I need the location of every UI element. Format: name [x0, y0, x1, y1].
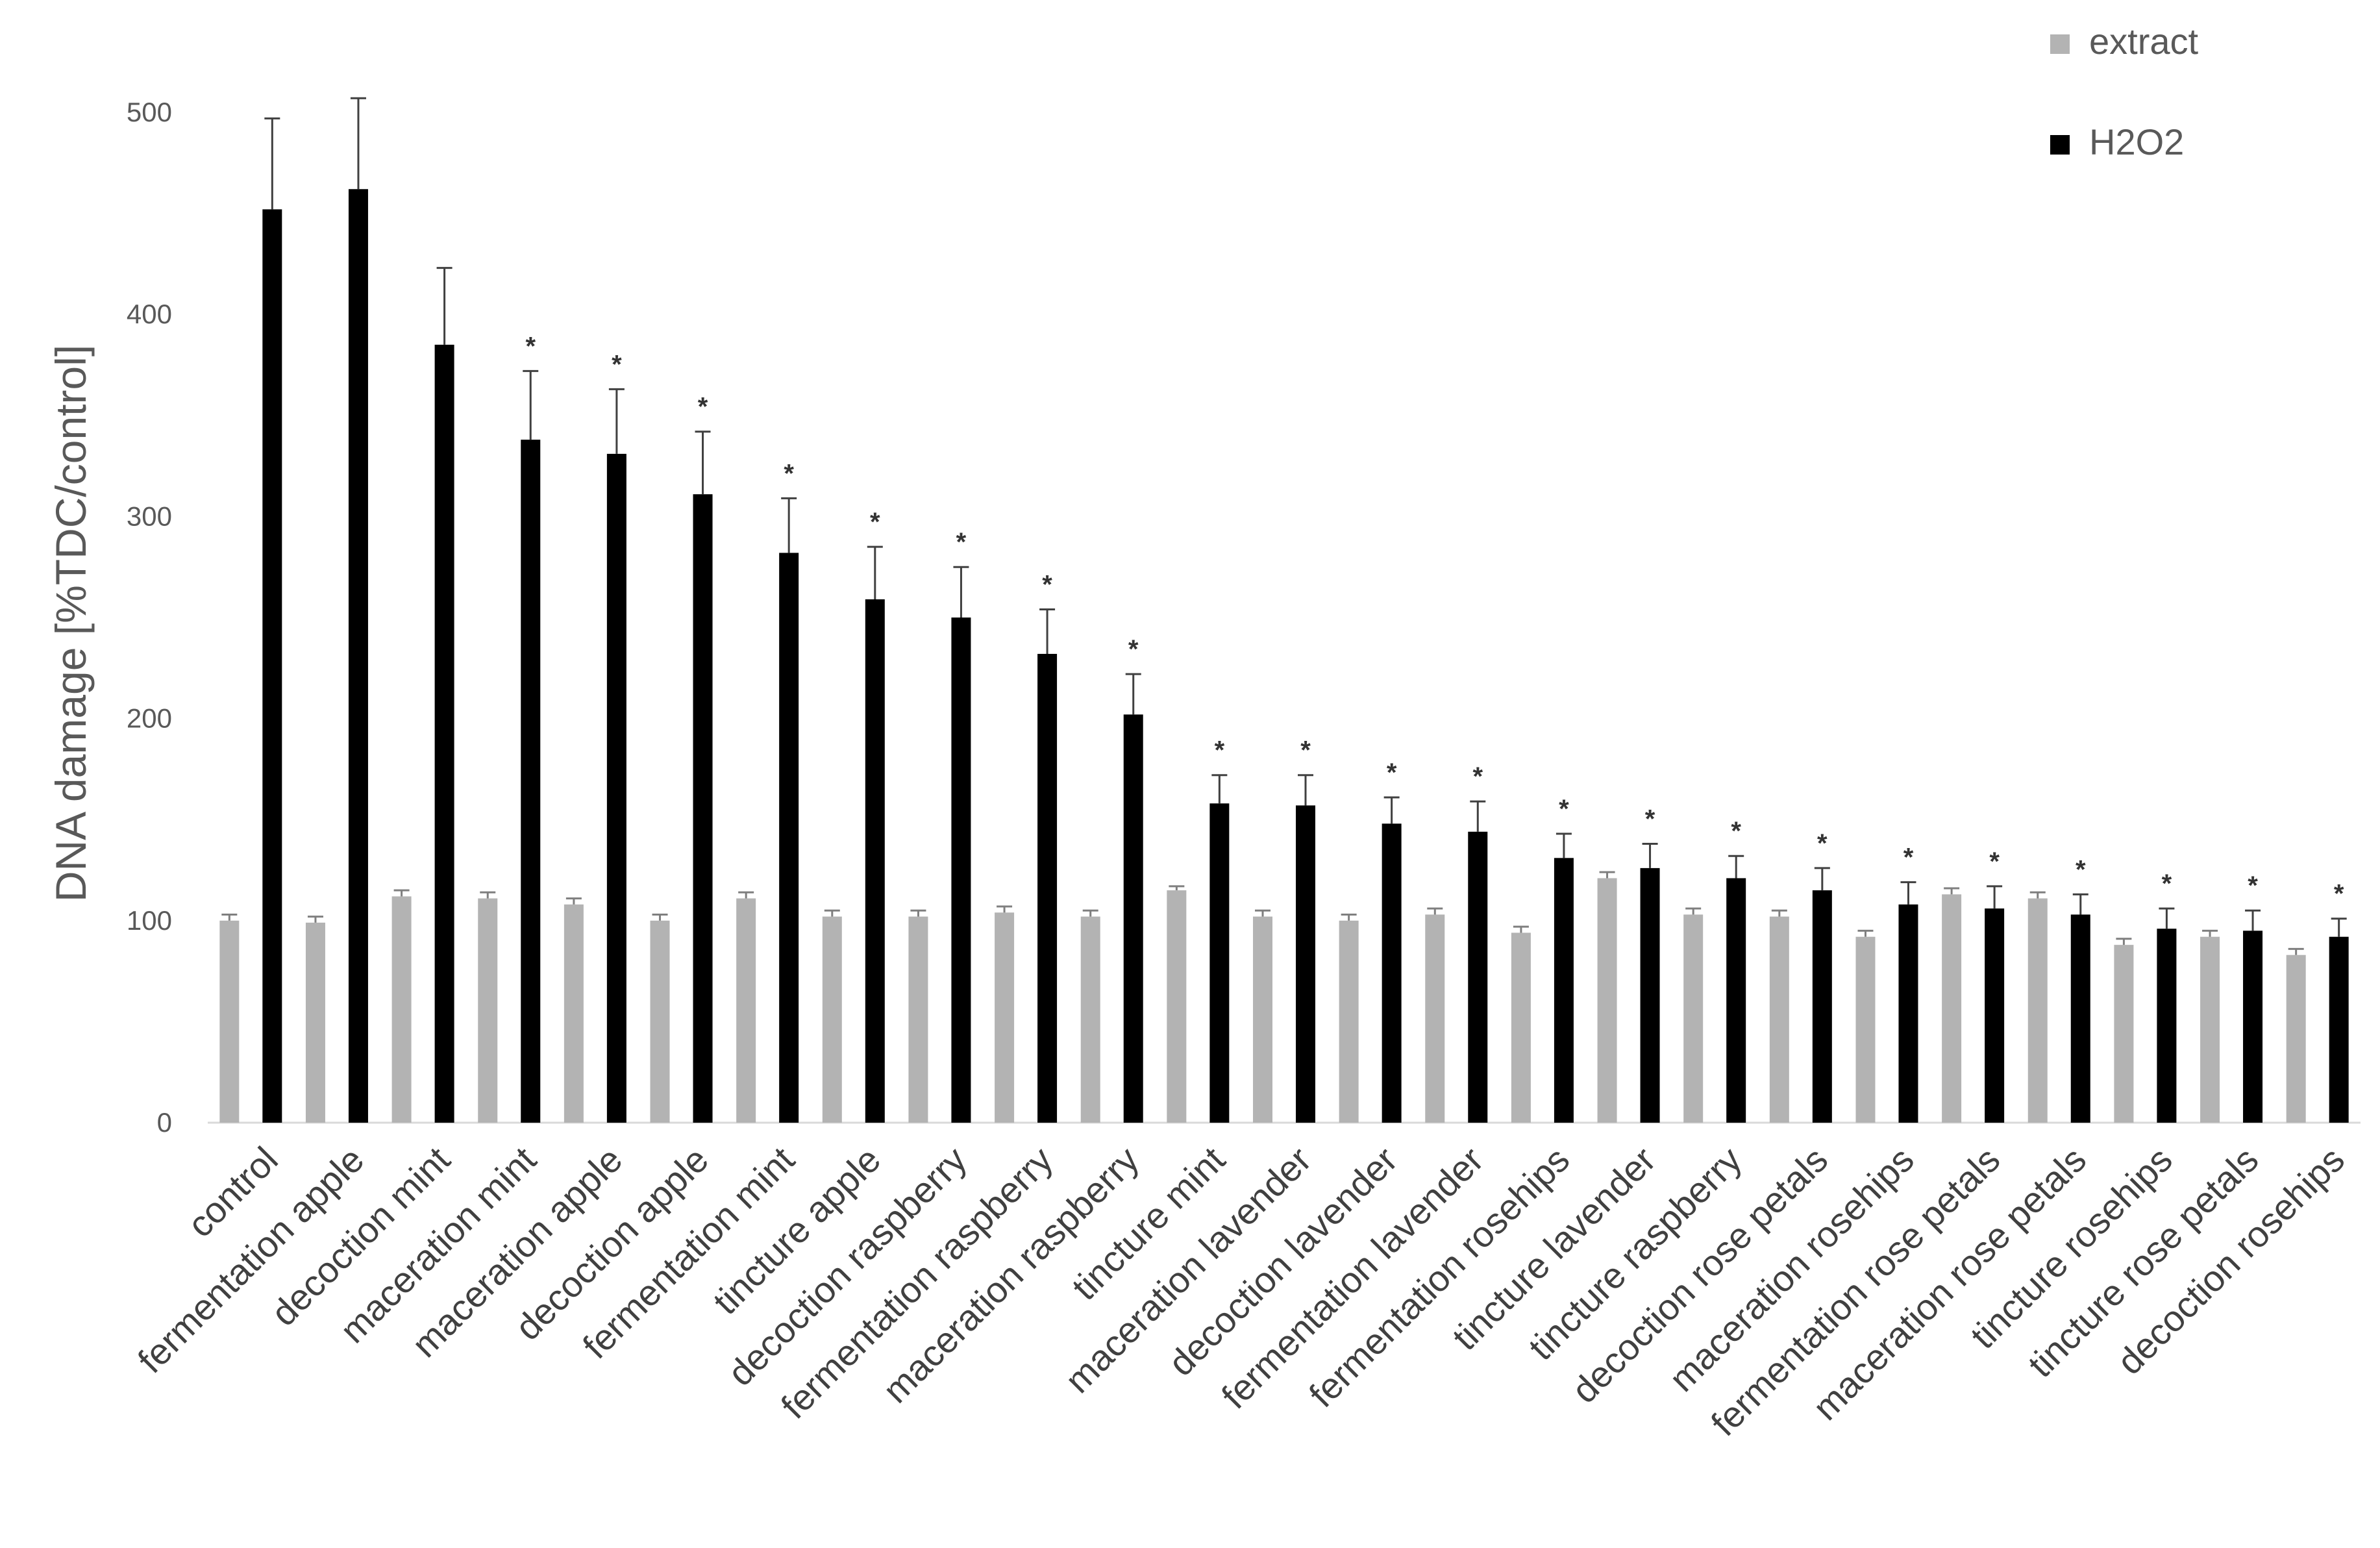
h2o2-bar [434, 344, 454, 1123]
legend-label: extract [2089, 21, 2198, 62]
h2o2-bar [1123, 714, 1143, 1123]
h2o2-bar [2070, 914, 2090, 1123]
extract-bar [2114, 945, 2134, 1123]
y-axis-title: DNA damage [%TDC/control] [47, 345, 95, 902]
significance-marker: * [2162, 869, 2172, 898]
h2o2-bar [779, 553, 799, 1123]
h2o2-bar [2157, 929, 2177, 1123]
significance-marker: * [2248, 871, 2258, 900]
h2o2-bar [1296, 805, 1315, 1123]
h2o2-bar [1037, 654, 1058, 1123]
significance-marker: * [870, 508, 880, 536]
h2o2-bar [865, 599, 885, 1123]
significance-marker: * [1731, 817, 1741, 845]
h2o2-bar [521, 440, 541, 1123]
extract-bar [1511, 932, 1531, 1123]
y-axis: 0 100 200 300 400 500 [127, 97, 172, 1138]
extract-bar [1942, 894, 1962, 1123]
extract-bar [391, 896, 412, 1123]
extract-bar [478, 898, 498, 1123]
extract-bar [1080, 916, 1100, 1123]
significance-marker: * [1559, 795, 1569, 823]
legend: extract H2O2 [2050, 21, 2198, 162]
significance-marker: * [2334, 880, 2344, 908]
significance-marker: * [612, 350, 622, 379]
significance-marker: * [525, 332, 536, 360]
significance-markers: * * * * * * * * * * * * * * * * * * * * * * [525, 332, 2344, 908]
h2o2-bar [2329, 936, 2349, 1123]
significance-marker: * [1903, 843, 1914, 872]
extract-bar [305, 922, 325, 1123]
y-tick-label: 500 [127, 97, 172, 127]
y-tick-label: 200 [127, 703, 172, 734]
h2o2-bar [951, 618, 971, 1123]
extract-bar [564, 904, 584, 1123]
extract-bar [2027, 898, 2048, 1123]
significance-marker: * [1300, 736, 1311, 765]
h2o2-bar [1382, 823, 1402, 1123]
significance-marker: * [1042, 571, 1052, 599]
significance-marker: * [2076, 855, 2086, 884]
y-tick-label: 0 [157, 1107, 172, 1138]
h2o2-bar [1468, 831, 1488, 1123]
extract-bar [736, 898, 756, 1123]
h2o2-bar [1209, 803, 1230, 1123]
h2o2-bar [693, 494, 713, 1123]
extract-bar [219, 920, 240, 1123]
significance-marker: * [1128, 635, 1139, 664]
extract-bar [995, 912, 1015, 1123]
significance-marker: * [698, 393, 708, 421]
significance-marker: * [1817, 829, 1828, 858]
extract-bar [1167, 890, 1187, 1123]
significance-marker: * [1989, 847, 2000, 876]
significance-marker: * [1215, 736, 1225, 765]
h2o2-bar [2243, 930, 2263, 1123]
legend-swatch [2050, 135, 2070, 155]
extract-bar [1597, 878, 1617, 1123]
h2o2-bar [1726, 878, 1746, 1123]
significance-marker: * [1472, 762, 1483, 791]
significance-marker: * [784, 459, 794, 488]
extract-bar [2286, 955, 2306, 1123]
h2o2-bar [1812, 890, 1832, 1123]
legend-label: H2O2 [2089, 121, 2184, 162]
h2o2-bar [606, 453, 626, 1123]
extract-bar [1769, 916, 1789, 1123]
significance-marker: * [1645, 805, 1655, 834]
extract-bar [1253, 916, 1272, 1123]
extract-bar [1855, 936, 1876, 1123]
h2o2-bar [1898, 904, 1918, 1123]
significance-marker: * [956, 528, 967, 556]
y-tick-label: 400 [127, 299, 172, 329]
y-tick-label: 300 [127, 501, 172, 531]
h2o2-bar [1554, 858, 1574, 1123]
extract-bar [822, 916, 842, 1123]
y-tick-label: 100 [127, 905, 172, 936]
extract-bar [1425, 914, 1445, 1123]
extract-bar [650, 920, 670, 1123]
h2o2-bar [262, 209, 282, 1123]
legend-swatch [2050, 34, 2070, 54]
extract-bar [1339, 920, 1359, 1123]
extract-bar [1683, 914, 1704, 1123]
extract-bar [2200, 936, 2220, 1123]
h2o2-bar [1640, 868, 1660, 1123]
extract-bar [908, 916, 928, 1123]
h2o2-bar [348, 189, 368, 1123]
bars-group [219, 97, 2349, 1123]
h2o2-bar [1985, 908, 2005, 1123]
significance-marker: * [1387, 758, 1397, 787]
